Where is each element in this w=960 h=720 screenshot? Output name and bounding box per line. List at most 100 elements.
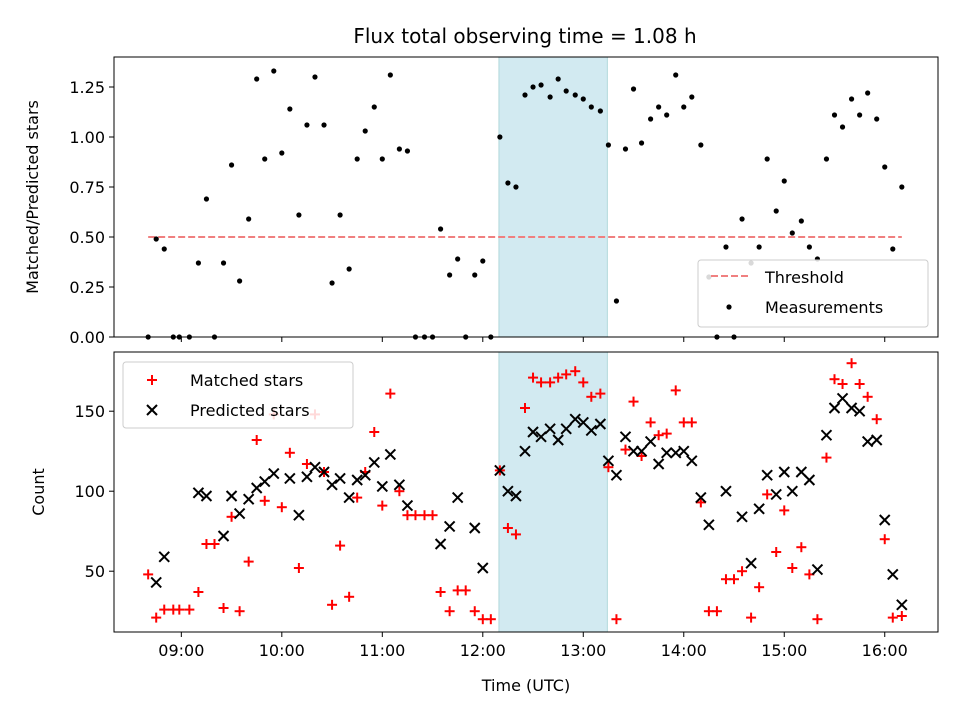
- measurement-point: [874, 116, 880, 122]
- matched-star-point: [251, 435, 262, 445]
- predicted-star-point: [293, 509, 305, 521]
- measurement-point: [823, 156, 830, 162]
- predicted-star-point: [359, 469, 371, 481]
- matched-star-point: [896, 611, 907, 621]
- x-tick-label: 09:00: [158, 641, 204, 660]
- predicted-star-point: [233, 507, 246, 520]
- measurement-point: [304, 122, 310, 128]
- predicted-star-point: [242, 493, 255, 505]
- predicted-star-point: [284, 472, 296, 485]
- predicted-star-point: [861, 435, 874, 448]
- measurement-point: [538, 82, 544, 88]
- predicted-star-point: [510, 490, 522, 502]
- predicted-star-point: [820, 429, 833, 441]
- matched-star-point: [561, 369, 572, 380]
- measurement-point: [848, 96, 855, 102]
- measurement-point: [681, 104, 687, 110]
- count-y-tick-label: 50: [85, 562, 105, 581]
- matched-legend-label: Matched stars: [190, 371, 303, 390]
- predicted-star-point: [610, 469, 623, 481]
- measurement-point: [739, 216, 745, 222]
- x-tick-label: 15:00: [761, 641, 807, 660]
- predicted-star-point: [334, 472, 346, 485]
- matched-star-point: [603, 462, 614, 473]
- measurement-point: [638, 140, 645, 146]
- measurement-point: [781, 178, 787, 184]
- count-panel: 09:00 10:00 11:00 12:00 13:00 14:00 15:00 16:00…: [29, 351, 939, 695]
- chart-title: Flux total observing time = 1.08 h: [353, 24, 696, 48]
- matched-star-point: [174, 604, 185, 615]
- measurement-point: [547, 94, 553, 100]
- measurement-point: [161, 246, 167, 252]
- predicted-star-point: [318, 466, 330, 478]
- predicted-star-point: [268, 467, 280, 480]
- matched-star-point: [143, 569, 154, 580]
- x-tick-label: 10:00: [259, 641, 305, 660]
- predicted-star-point: [686, 455, 698, 467]
- matched-star-point: [812, 614, 823, 625]
- matched-star-point: [385, 388, 396, 399]
- matched-star-point: [586, 391, 597, 402]
- measurement-point: [321, 122, 327, 128]
- matched-star-point: [410, 510, 421, 521]
- predicted-star-point: [192, 487, 205, 499]
- matched-star-point: [887, 612, 898, 623]
- measurement-point: [689, 94, 695, 100]
- measurement-point: [597, 108, 603, 114]
- measurement-point: [630, 86, 637, 92]
- threshold-legend-label: Threshold: [764, 268, 844, 287]
- predicted-star-point: [502, 485, 514, 497]
- measurement-point: [237, 278, 243, 284]
- predicted-star-point: [309, 461, 321, 473]
- measurement-point: [605, 142, 612, 148]
- predicted-star-point: [443, 520, 456, 533]
- count-panel-frame: [113, 351, 939, 633]
- predicted-star-point: [619, 431, 632, 443]
- count-y-axis-label: Count: [29, 468, 48, 516]
- measurement-point: [228, 162, 235, 168]
- measurement-point: [220, 260, 227, 266]
- predicted-star-point: [602, 455, 615, 467]
- measurement-point: [664, 112, 670, 118]
- measurement-point: [387, 72, 393, 78]
- matched-star-point: [746, 612, 757, 623]
- ratio-y-tick-label: 0.25: [69, 278, 105, 297]
- measurement-point: [882, 164, 888, 170]
- predicted-star-point: [660, 447, 673, 459]
- measurement-point: [798, 218, 804, 224]
- matched-star-point: [871, 414, 882, 425]
- measurement-point: [195, 260, 202, 266]
- predicted-legend-label: Predicted stars: [190, 401, 310, 420]
- measurement-point: [346, 266, 352, 272]
- predicted-star-point: [200, 490, 213, 502]
- predicted-star-point: [703, 519, 715, 531]
- predicted-star-point: [753, 503, 765, 515]
- x-tick-label: 16:00: [862, 641, 908, 660]
- ratio-y-tick-label: 1.25: [69, 78, 105, 97]
- predicted-star-point: [535, 431, 547, 443]
- measurement-point: [296, 212, 302, 218]
- measurement-point: [437, 226, 444, 232]
- predicted-star-point: [158, 551, 170, 563]
- count-legend-box: [122, 361, 354, 429]
- x-axis-label: Time (UTC): [481, 676, 570, 695]
- measurement-point: [522, 92, 528, 98]
- matched-star-point: [352, 492, 363, 503]
- matched-star-point: [762, 489, 773, 500]
- matched-star-point: [879, 534, 890, 545]
- predicted-star-point: [761, 469, 773, 481]
- matched-star-point: [837, 379, 848, 389]
- measurement-point: [806, 244, 812, 250]
- measurement-point: [764, 156, 770, 162]
- ratio-y-tick-label: 0.00: [69, 328, 105, 347]
- measurement-point: [756, 244, 762, 250]
- predicted-star-point: [786, 485, 798, 497]
- measurement-point: [899, 184, 905, 190]
- measurement-point: [271, 68, 277, 74]
- measurement-point: [329, 280, 335, 286]
- predicted-star-point: [451, 491, 464, 504]
- predicted-star-point: [384, 448, 397, 461]
- matched-star-point: [377, 500, 388, 511]
- matched-star-point: [184, 604, 195, 615]
- matched-star-point: [846, 358, 857, 369]
